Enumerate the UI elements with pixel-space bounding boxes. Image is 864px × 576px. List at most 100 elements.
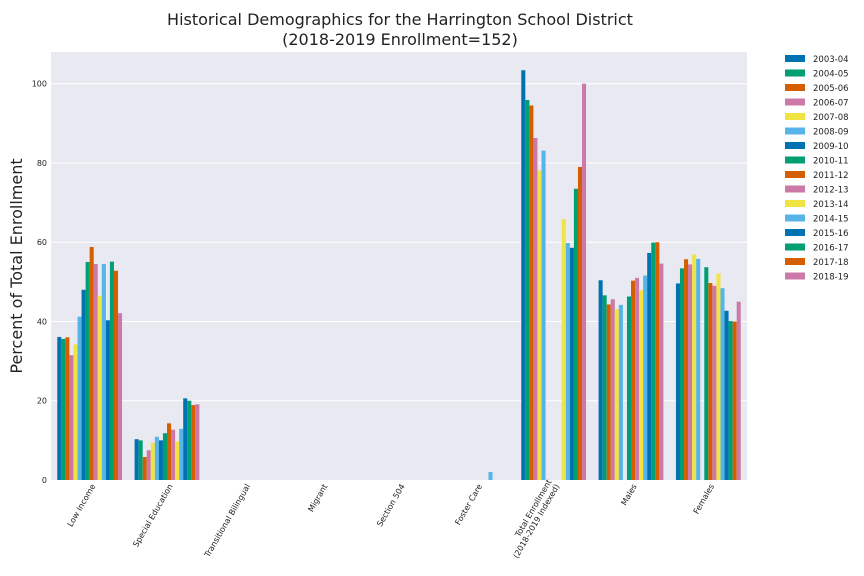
bar [631, 280, 636, 480]
legend-label: 2011-12 [813, 171, 849, 181]
legend-label: 2009-10 [813, 142, 849, 152]
bar [61, 338, 66, 480]
bar [105, 320, 110, 480]
bar [573, 188, 578, 480]
bar [171, 429, 176, 480]
bar [724, 310, 729, 480]
bar [561, 219, 566, 480]
bar [651, 242, 656, 480]
legend-label: 2005-06 [813, 84, 849, 94]
x-tick-label: Total Enrollment(2018-2019 Indexed) [512, 478, 562, 560]
bar [565, 243, 570, 480]
bar [146, 450, 151, 480]
y-tick-label: 20 [37, 397, 47, 406]
legend-swatch [785, 229, 805, 236]
legend-swatch [785, 113, 805, 120]
bar [167, 423, 172, 480]
bar [73, 344, 78, 480]
legend-label: 2007-08 [813, 113, 849, 123]
bar [529, 105, 534, 480]
bar [606, 304, 611, 480]
y-tick-label: 100 [32, 80, 47, 89]
bar [142, 457, 147, 480]
legend: 2003-04 2004-05 2005-06 2006-07 2007-08 2008-… [785, 55, 849, 283]
bar [626, 296, 631, 480]
bar [187, 400, 192, 480]
legend-swatch [785, 258, 805, 265]
legend-label: 2015-16 [813, 229, 849, 239]
bar [150, 442, 155, 480]
bar [655, 242, 660, 480]
bar [736, 301, 741, 480]
bar [708, 283, 713, 480]
bar [97, 295, 102, 480]
svg-text:Males: Males [619, 483, 638, 508]
y-tick-label: 80 [37, 159, 47, 168]
y-ticks: 0 20 40 60 80 100 [32, 80, 47, 485]
legend-label: 2003-04 [813, 55, 849, 65]
bar [65, 337, 70, 480]
legend-swatch [785, 243, 805, 251]
legend-swatch [785, 69, 805, 77]
bar [138, 440, 143, 480]
legend-label: 2010-11 [813, 157, 849, 167]
bar [162, 433, 167, 480]
bar [77, 316, 82, 480]
bar [692, 254, 697, 480]
legend-label: 2006-07 [813, 99, 849, 109]
legend-swatch [785, 272, 805, 280]
bar [93, 264, 98, 480]
legend-swatch [785, 156, 805, 164]
legend-label: 2004-05 [813, 70, 849, 80]
svg-text:Foster Care: Foster Care [453, 482, 484, 526]
bar [195, 404, 200, 480]
bar [684, 259, 689, 480]
bar [134, 439, 139, 480]
bar [639, 290, 644, 480]
bar [679, 268, 685, 480]
y-axis-label: Percent of Total Enrollment [7, 158, 26, 373]
legend-label: 2018-19 [813, 273, 849, 283]
x-ticks: Low Income Special Education Transitional … [66, 478, 716, 560]
bar [525, 99, 530, 481]
bar [85, 262, 90, 480]
bar [688, 264, 693, 480]
bar [659, 263, 664, 480]
bar [602, 295, 607, 480]
bar [158, 440, 163, 480]
legend-label: 2014-15 [813, 215, 849, 225]
y-tick-label: 0 [42, 476, 47, 485]
bar [533, 137, 538, 481]
legend-swatch [785, 98, 805, 106]
x-tick-label: Foster Care [453, 482, 484, 526]
bar [643, 275, 648, 480]
bar [101, 264, 106, 480]
bar [521, 70, 526, 481]
legend-label: 2012-13 [813, 186, 849, 196]
legend-swatch [785, 142, 805, 149]
bar [720, 288, 725, 480]
x-tick-label: Special Education [131, 483, 174, 549]
bar [537, 170, 542, 480]
bar [716, 273, 721, 480]
x-tick-label: Females [692, 483, 716, 516]
bar [728, 321, 733, 480]
y-tick-label: 60 [37, 238, 47, 247]
bar [647, 252, 652, 480]
legend-swatch [785, 214, 805, 222]
svg-text:Low Income: Low Income [66, 482, 98, 528]
svg-text:Females: Females [692, 483, 716, 516]
legend-label: 2016-17 [813, 244, 849, 254]
bar [618, 304, 623, 480]
legend-swatch [785, 55, 805, 62]
legend-label: 2017-18 [813, 258, 849, 268]
bar [175, 441, 180, 480]
bar [577, 166, 583, 481]
svg-text:Section 504: Section 504 [375, 483, 407, 529]
bar [582, 83, 587, 480]
bar [610, 299, 615, 480]
bar [614, 309, 619, 480]
bar [118, 313, 123, 480]
bar [183, 398, 188, 480]
legend-swatch [785, 171, 805, 178]
